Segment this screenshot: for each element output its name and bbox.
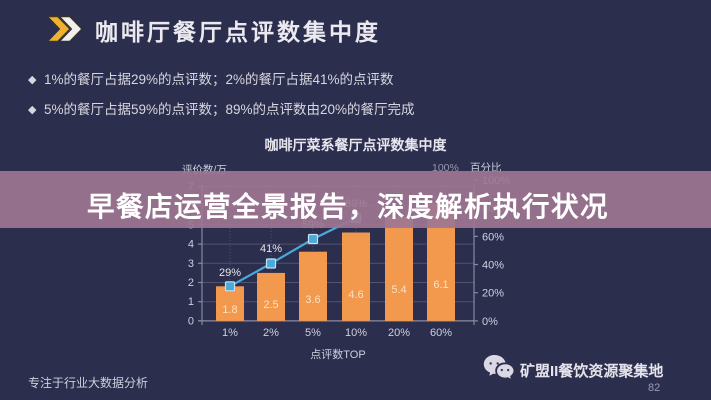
svg-text:5%: 5% (305, 327, 321, 339)
svg-text:60%: 60% (482, 231, 504, 243)
svg-text:40%: 40% (482, 260, 504, 272)
svg-text:29%: 29% (219, 267, 241, 279)
svg-text:5.4: 5.4 (391, 284, 406, 296)
svg-text:4: 4 (188, 239, 194, 251)
svg-text:6.1: 6.1 (433, 279, 448, 291)
svg-text:60%: 60% (430, 327, 452, 339)
svg-text:41%: 41% (260, 243, 282, 255)
svg-text:20%: 20% (388, 327, 410, 339)
svg-text:2.5: 2.5 (263, 299, 278, 311)
svg-text:2: 2 (188, 277, 194, 289)
svg-text:0: 0 (188, 315, 194, 327)
svg-text:1.8: 1.8 (222, 304, 237, 316)
svg-text:4.6: 4.6 (348, 289, 363, 301)
svg-text:1: 1 (188, 296, 194, 308)
svg-text:10%: 10% (345, 327, 367, 339)
svg-text:3: 3 (188, 258, 194, 270)
svg-text:1%: 1% (222, 327, 238, 339)
svg-text:2%: 2% (263, 327, 279, 339)
svg-text:3.6: 3.6 (305, 294, 320, 306)
svg-text:20%: 20% (482, 288, 504, 300)
svg-text:0%: 0% (482, 316, 498, 328)
svg-text:点评数TOP: 点评数TOP (310, 348, 365, 361)
